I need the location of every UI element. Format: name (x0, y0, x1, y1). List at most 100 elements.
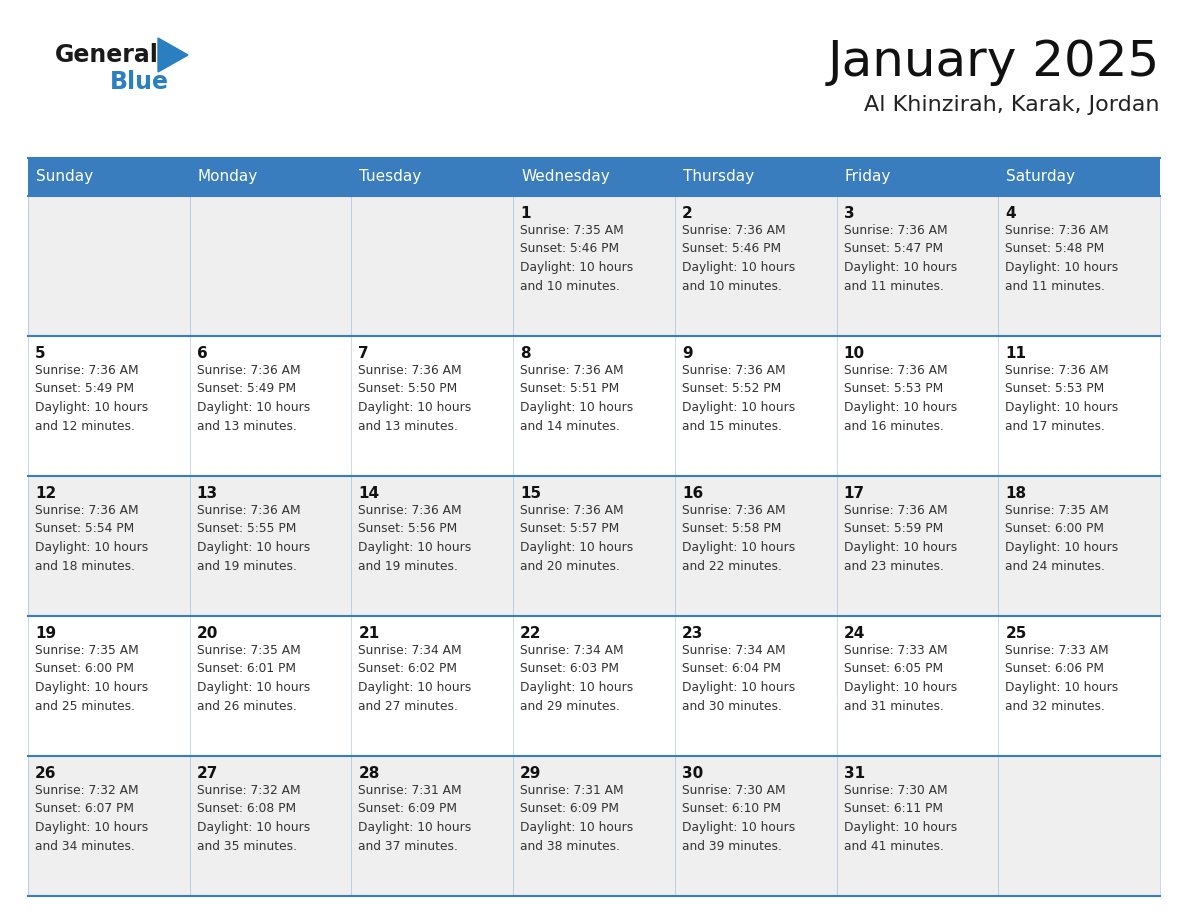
Bar (29, 336, 190, 476)
Text: Al Khinzirah, Karak, Jordan: Al Khinzirah, Karak, Jordan (865, 95, 1159, 115)
Text: Sunrise: 7:34 AM
Sunset: 6:03 PM
Daylight: 10 hours
and 29 minutes.: Sunrise: 7:34 AM Sunset: 6:03 PM Dayligh… (520, 644, 633, 712)
Text: Sunrise: 7:31 AM
Sunset: 6:09 PM
Daylight: 10 hours
and 37 minutes.: Sunrise: 7:31 AM Sunset: 6:09 PM Dayligh… (359, 784, 472, 853)
Bar (675, 158, 836, 196)
Text: 18: 18 (1005, 486, 1026, 501)
Text: Friday: Friday (845, 170, 891, 185)
Text: 20: 20 (197, 626, 219, 641)
Bar (190, 476, 352, 616)
Text: Sunrise: 7:36 AM
Sunset: 5:53 PM
Daylight: 10 hours
and 16 minutes.: Sunrise: 7:36 AM Sunset: 5:53 PM Dayligh… (843, 364, 956, 432)
Bar (998, 756, 1159, 896)
Bar (998, 616, 1159, 756)
Text: Sunrise: 7:36 AM
Sunset: 5:57 PM
Daylight: 10 hours
and 20 minutes.: Sunrise: 7:36 AM Sunset: 5:57 PM Dayligh… (520, 504, 633, 573)
Text: Sunrise: 7:35 AM
Sunset: 6:00 PM
Daylight: 10 hours
and 25 minutes.: Sunrise: 7:35 AM Sunset: 6:00 PM Dayligh… (34, 644, 148, 712)
Text: Sunrise: 7:30 AM
Sunset: 6:10 PM
Daylight: 10 hours
and 39 minutes.: Sunrise: 7:30 AM Sunset: 6:10 PM Dayligh… (682, 784, 795, 853)
Bar (29, 616, 190, 756)
Text: 27: 27 (197, 766, 219, 781)
Bar (675, 756, 836, 896)
Text: Sunrise: 7:35 AM
Sunset: 6:01 PM
Daylight: 10 hours
and 26 minutes.: Sunrise: 7:35 AM Sunset: 6:01 PM Dayligh… (197, 644, 310, 712)
Bar (836, 196, 998, 336)
Text: Sunrise: 7:36 AM
Sunset: 5:54 PM
Daylight: 10 hours
and 18 minutes.: Sunrise: 7:36 AM Sunset: 5:54 PM Dayligh… (34, 504, 148, 573)
Polygon shape (158, 38, 188, 72)
Text: 15: 15 (520, 486, 542, 501)
Text: Sunrise: 7:36 AM
Sunset: 5:49 PM
Daylight: 10 hours
and 13 minutes.: Sunrise: 7:36 AM Sunset: 5:49 PM Dayligh… (197, 364, 310, 432)
Text: January 2025: January 2025 (828, 38, 1159, 86)
Text: Sunrise: 7:30 AM
Sunset: 6:11 PM
Daylight: 10 hours
and 41 minutes.: Sunrise: 7:30 AM Sunset: 6:11 PM Dayligh… (843, 784, 956, 853)
Text: Sunrise: 7:36 AM
Sunset: 5:56 PM
Daylight: 10 hours
and 19 minutes.: Sunrise: 7:36 AM Sunset: 5:56 PM Dayligh… (359, 504, 472, 573)
Bar (836, 616, 998, 756)
Bar (190, 616, 352, 756)
Bar (29, 476, 190, 616)
Bar (513, 158, 675, 196)
Text: 6: 6 (197, 346, 208, 361)
Bar (513, 196, 675, 336)
Text: Sunrise: 7:33 AM
Sunset: 6:05 PM
Daylight: 10 hours
and 31 minutes.: Sunrise: 7:33 AM Sunset: 6:05 PM Dayligh… (843, 644, 956, 712)
Text: Sunrise: 7:34 AM
Sunset: 6:04 PM
Daylight: 10 hours
and 30 minutes.: Sunrise: 7:34 AM Sunset: 6:04 PM Dayligh… (682, 644, 795, 712)
Text: 10: 10 (843, 346, 865, 361)
Bar (352, 158, 513, 196)
Bar (352, 756, 513, 896)
Bar (675, 196, 836, 336)
Bar (190, 336, 352, 476)
Bar (836, 158, 998, 196)
Text: 28: 28 (359, 766, 380, 781)
Text: Sunrise: 7:36 AM
Sunset: 5:49 PM
Daylight: 10 hours
and 12 minutes.: Sunrise: 7:36 AM Sunset: 5:49 PM Dayligh… (34, 364, 148, 432)
Text: 13: 13 (197, 486, 217, 501)
Bar (998, 336, 1159, 476)
Text: Sunrise: 7:36 AM
Sunset: 5:46 PM
Daylight: 10 hours
and 10 minutes.: Sunrise: 7:36 AM Sunset: 5:46 PM Dayligh… (682, 224, 795, 293)
Bar (998, 158, 1159, 196)
Text: 25: 25 (1005, 626, 1026, 641)
Bar (836, 336, 998, 476)
Bar (190, 158, 352, 196)
Text: Sunrise: 7:34 AM
Sunset: 6:02 PM
Daylight: 10 hours
and 27 minutes.: Sunrise: 7:34 AM Sunset: 6:02 PM Dayligh… (359, 644, 472, 712)
Text: Thursday: Thursday (683, 170, 754, 185)
Bar (513, 616, 675, 756)
Text: 24: 24 (843, 626, 865, 641)
Bar (998, 196, 1159, 336)
Text: Sunrise: 7:36 AM
Sunset: 5:51 PM
Daylight: 10 hours
and 14 minutes.: Sunrise: 7:36 AM Sunset: 5:51 PM Dayligh… (520, 364, 633, 432)
Bar (836, 756, 998, 896)
Text: 29: 29 (520, 766, 542, 781)
Text: Sunrise: 7:36 AM
Sunset: 5:59 PM
Daylight: 10 hours
and 23 minutes.: Sunrise: 7:36 AM Sunset: 5:59 PM Dayligh… (843, 504, 956, 573)
Text: 17: 17 (843, 486, 865, 501)
Bar (998, 476, 1159, 616)
Text: Sunday: Sunday (36, 170, 93, 185)
Text: 22: 22 (520, 626, 542, 641)
Text: 8: 8 (520, 346, 531, 361)
Text: Sunrise: 7:35 AM
Sunset: 5:46 PM
Daylight: 10 hours
and 10 minutes.: Sunrise: 7:35 AM Sunset: 5:46 PM Dayligh… (520, 224, 633, 293)
Text: Sunrise: 7:36 AM
Sunset: 5:53 PM
Daylight: 10 hours
and 17 minutes.: Sunrise: 7:36 AM Sunset: 5:53 PM Dayligh… (1005, 364, 1119, 432)
Text: Sunrise: 7:33 AM
Sunset: 6:06 PM
Daylight: 10 hours
and 32 minutes.: Sunrise: 7:33 AM Sunset: 6:06 PM Dayligh… (1005, 644, 1119, 712)
Bar (513, 476, 675, 616)
Text: 19: 19 (34, 626, 56, 641)
Text: Sunrise: 7:32 AM
Sunset: 6:08 PM
Daylight: 10 hours
and 35 minutes.: Sunrise: 7:32 AM Sunset: 6:08 PM Dayligh… (197, 784, 310, 853)
Text: Sunrise: 7:36 AM
Sunset: 5:47 PM
Daylight: 10 hours
and 11 minutes.: Sunrise: 7:36 AM Sunset: 5:47 PM Dayligh… (843, 224, 956, 293)
Text: 30: 30 (682, 766, 703, 781)
Text: Sunrise: 7:31 AM
Sunset: 6:09 PM
Daylight: 10 hours
and 38 minutes.: Sunrise: 7:31 AM Sunset: 6:09 PM Dayligh… (520, 784, 633, 853)
Bar (352, 336, 513, 476)
Text: Sunrise: 7:36 AM
Sunset: 5:55 PM
Daylight: 10 hours
and 19 minutes.: Sunrise: 7:36 AM Sunset: 5:55 PM Dayligh… (197, 504, 310, 573)
Bar (29, 196, 190, 336)
Text: 1: 1 (520, 206, 531, 221)
Text: Wednesday: Wednesday (522, 170, 609, 185)
Text: 4: 4 (1005, 206, 1016, 221)
Bar (675, 336, 836, 476)
Text: Sunrise: 7:32 AM
Sunset: 6:07 PM
Daylight: 10 hours
and 34 minutes.: Sunrise: 7:32 AM Sunset: 6:07 PM Dayligh… (34, 784, 148, 853)
Bar (836, 476, 998, 616)
Text: 9: 9 (682, 346, 693, 361)
Text: Sunrise: 7:36 AM
Sunset: 5:52 PM
Daylight: 10 hours
and 15 minutes.: Sunrise: 7:36 AM Sunset: 5:52 PM Dayligh… (682, 364, 795, 432)
Text: 5: 5 (34, 346, 45, 361)
Bar (352, 196, 513, 336)
Text: Sunrise: 7:36 AM
Sunset: 5:58 PM
Daylight: 10 hours
and 22 minutes.: Sunrise: 7:36 AM Sunset: 5:58 PM Dayligh… (682, 504, 795, 573)
Text: 14: 14 (359, 486, 379, 501)
Text: Sunrise: 7:36 AM
Sunset: 5:50 PM
Daylight: 10 hours
and 13 minutes.: Sunrise: 7:36 AM Sunset: 5:50 PM Dayligh… (359, 364, 472, 432)
Text: 12: 12 (34, 486, 56, 501)
Text: 11: 11 (1005, 346, 1026, 361)
Bar (675, 616, 836, 756)
Text: 16: 16 (682, 486, 703, 501)
Text: 2: 2 (682, 206, 693, 221)
Text: Sunrise: 7:36 AM
Sunset: 5:48 PM
Daylight: 10 hours
and 11 minutes.: Sunrise: 7:36 AM Sunset: 5:48 PM Dayligh… (1005, 224, 1119, 293)
Text: Sunrise: 7:35 AM
Sunset: 6:00 PM
Daylight: 10 hours
and 24 minutes.: Sunrise: 7:35 AM Sunset: 6:00 PM Dayligh… (1005, 504, 1119, 573)
Text: Monday: Monday (197, 170, 258, 185)
Text: Tuesday: Tuesday (360, 170, 422, 185)
Text: 21: 21 (359, 626, 380, 641)
Bar (513, 756, 675, 896)
